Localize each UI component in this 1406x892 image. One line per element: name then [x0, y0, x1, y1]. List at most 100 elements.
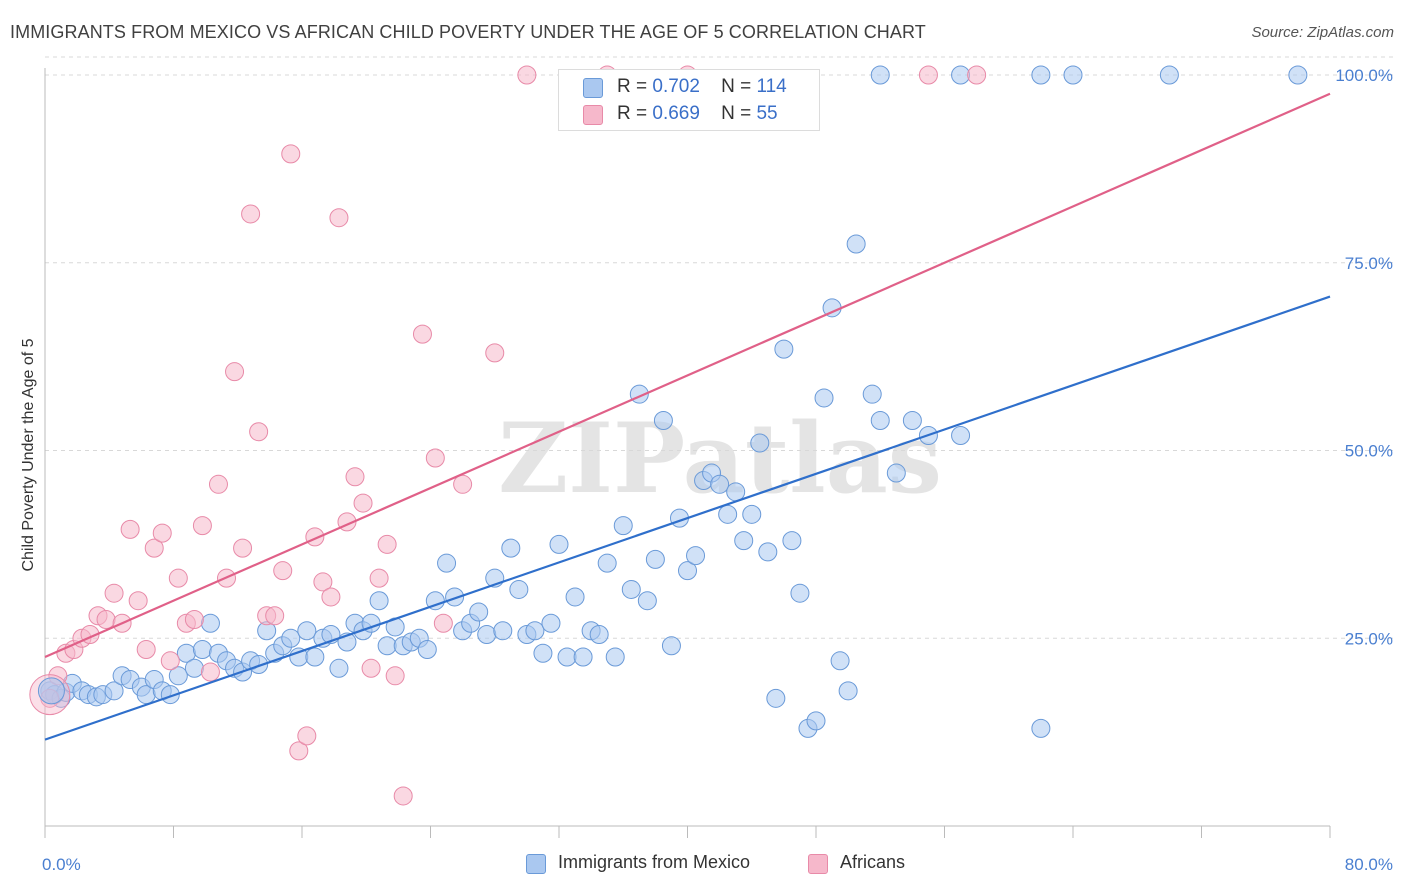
- point-africans: [104, 583, 124, 603]
- point-africans: [297, 726, 317, 746]
- point-mexico-cluster: [37, 677, 65, 705]
- point-mexico: [951, 65, 971, 85]
- point-mexico: [377, 636, 397, 656]
- point-mexico: [718, 504, 738, 524]
- point-africans: [265, 606, 285, 626]
- point-mexico: [501, 538, 521, 558]
- point-africans: [168, 568, 188, 588]
- point-mexico: [951, 425, 971, 445]
- chart-title: IMMIGRANTS FROM MEXICO VS AFRICAN CHILD …: [10, 22, 926, 42]
- legend-n-mexico: 114: [756, 76, 787, 97]
- point-africans: [329, 208, 349, 228]
- point-mexico: [645, 549, 665, 569]
- point-mexico: [525, 621, 545, 641]
- point-africans: [412, 324, 432, 344]
- point-africans: [377, 534, 397, 554]
- point-africans: [184, 609, 204, 629]
- point-africans: [273, 561, 293, 581]
- point-mexico: [281, 628, 301, 648]
- point-mexico: [509, 579, 529, 599]
- point-mexico: [846, 234, 866, 254]
- series-label-mexico: Immigrants from Mexico: [558, 852, 751, 872]
- point-mexico: [557, 647, 577, 667]
- point-mexico: [886, 463, 906, 483]
- point-mexico: [830, 651, 850, 671]
- point-mexico: [678, 561, 697, 581]
- point-mexico: [621, 579, 641, 599]
- point-mexico: [613, 516, 633, 536]
- point-africans: [96, 609, 116, 629]
- point-africans: [152, 523, 172, 543]
- point-mexico: [477, 625, 497, 644]
- point-africans: [393, 786, 413, 806]
- point-africans: [517, 65, 537, 85]
- point-mexico: [417, 640, 437, 660]
- legend-r-label: R =: [617, 103, 648, 124]
- point-mexico: [870, 65, 890, 85]
- point-mexico: [806, 711, 826, 731]
- series-label-africans: Africans: [840, 852, 906, 872]
- point-africans: [967, 65, 987, 85]
- point-mexico: [533, 643, 553, 663]
- point-mexico: [790, 583, 810, 603]
- point-mexico: [200, 613, 220, 633]
- point-mexico: [104, 681, 124, 701]
- point-mexico: [305, 647, 325, 667]
- point-mexico: [192, 640, 212, 660]
- point-mexico: [1031, 65, 1051, 85]
- stats-legend: R = 0.702 N = 114 R = 0.669 N = 55: [558, 69, 820, 131]
- legend-row-mexico: R = 0.702 N = 114: [559, 74, 819, 102]
- point-africans: [136, 640, 156, 660]
- point-africans: [128, 591, 148, 611]
- point-mexico: [661, 636, 681, 656]
- point-mexico: [565, 587, 585, 607]
- point-mexico: [1063, 65, 1083, 85]
- point-mexico: [549, 534, 569, 554]
- point-africans: [241, 204, 261, 224]
- series-swatch-africans: [808, 854, 828, 874]
- point-mexico: [541, 613, 561, 633]
- legend-swatch-africans: [583, 105, 603, 125]
- point-africans: [433, 613, 453, 633]
- x-tick-label-min: 0.0%: [42, 855, 81, 874]
- legend-row-africans: R = 0.669 N = 55: [559, 101, 819, 129]
- trend-line-africans: [44, 92, 1331, 659]
- point-africans: [200, 662, 220, 682]
- point-africans: [249, 422, 269, 442]
- legend-n-label: N =: [721, 76, 752, 97]
- series-legend: Immigrants from Mexico Africans: [0, 852, 1406, 878]
- point-africans: [192, 516, 212, 536]
- point-mexico: [493, 621, 513, 641]
- point-mexico: [862, 384, 882, 404]
- legend-r-africans: 0.669: [652, 103, 700, 124]
- point-africans: [144, 538, 164, 558]
- point-mexico: [726, 482, 746, 502]
- point-mexico: [605, 647, 625, 667]
- point-africans: [160, 651, 180, 671]
- point-mexico: [870, 410, 890, 430]
- x-tick-label-max: 80.0%: [1345, 855, 1393, 874]
- point-mexico: [782, 531, 802, 551]
- point-mexico: [445, 587, 465, 607]
- point-mexico: [710, 474, 730, 494]
- point-mexico: [573, 647, 593, 667]
- point-mexico: [653, 410, 673, 430]
- point-mexico: [750, 433, 770, 453]
- point-mexico: [589, 625, 609, 644]
- point-africans: [918, 65, 938, 85]
- point-africans: [321, 587, 341, 607]
- point-mexico: [369, 591, 389, 611]
- y-tick-label: 25.0%: [1345, 629, 1393, 648]
- point-mexico: [838, 681, 858, 701]
- legend-n-label: N =: [721, 103, 752, 124]
- point-mexico: [766, 688, 786, 708]
- point-mexico: [814, 388, 834, 408]
- point-africans: [361, 658, 381, 678]
- point-africans: [225, 362, 245, 382]
- point-mexico: [902, 410, 922, 430]
- source-label: Source: ZipAtlas.com: [1251, 24, 1394, 41]
- point-mexico: [297, 621, 317, 641]
- point-africans: [289, 741, 309, 761]
- point-mexico: [758, 542, 778, 562]
